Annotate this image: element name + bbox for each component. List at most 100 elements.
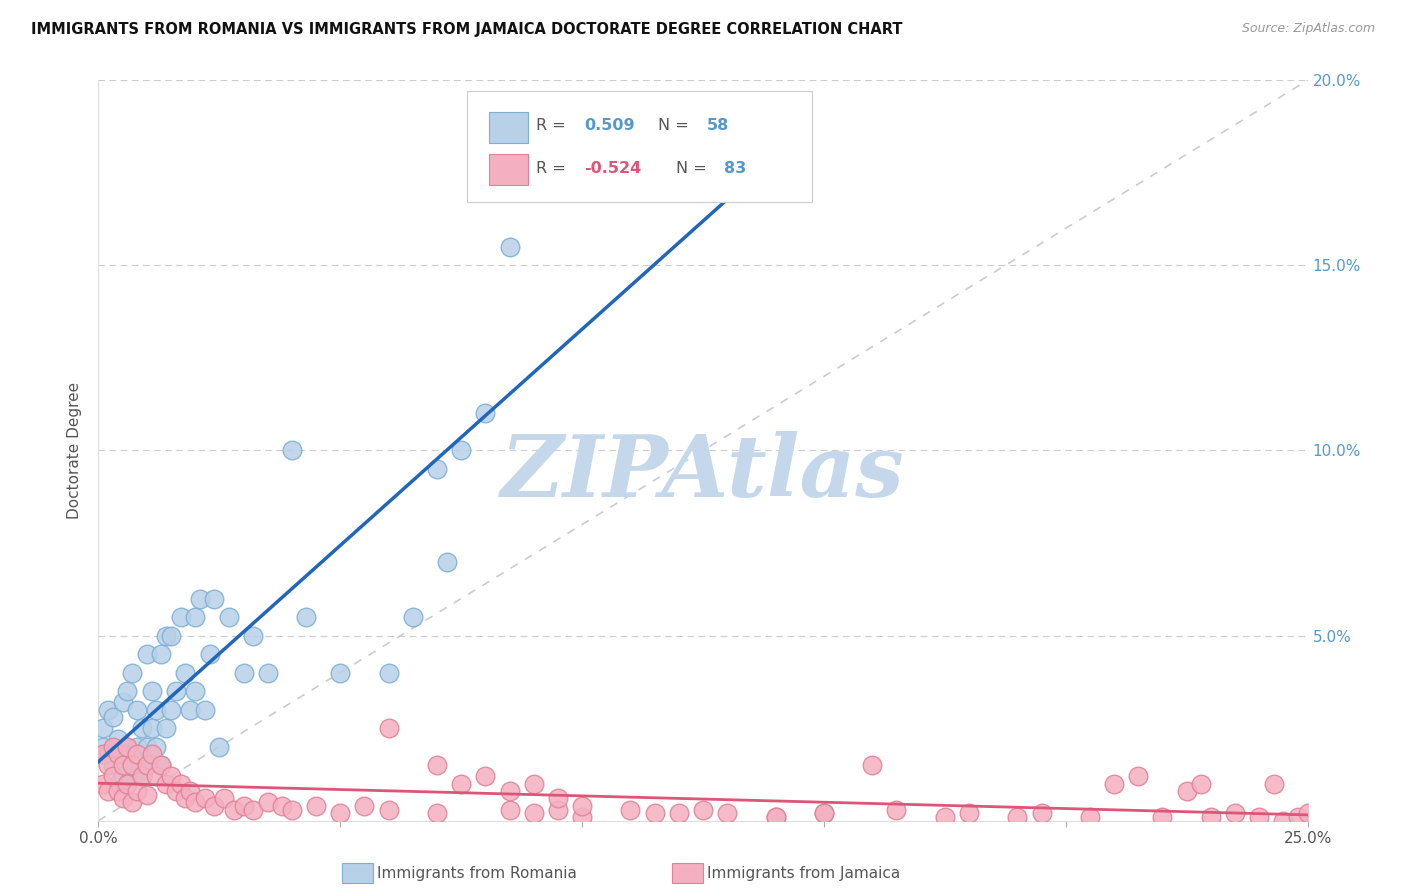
Point — [1199, 810, 1222, 824]
Point — [1102, 776, 1125, 791]
Point — [204, 591, 226, 606]
Point — [813, 806, 835, 821]
Point — [117, 739, 139, 754]
Point — [1078, 810, 1101, 824]
Point — [212, 791, 235, 805]
FancyBboxPatch shape — [467, 91, 811, 202]
Point — [127, 784, 149, 798]
Point — [547, 803, 569, 817]
Point — [160, 769, 183, 783]
Text: Immigrants from Jamaica: Immigrants from Jamaica — [707, 866, 900, 880]
Text: R =: R = — [536, 118, 571, 133]
Point — [204, 798, 226, 813]
Point — [668, 806, 690, 821]
Point — [169, 610, 191, 624]
Point — [194, 703, 217, 717]
Point — [160, 628, 183, 642]
Point — [474, 407, 496, 421]
Point — [450, 443, 472, 458]
Point — [498, 784, 520, 798]
Point — [155, 776, 177, 791]
Point — [127, 747, 149, 761]
Point — [117, 776, 139, 791]
Point — [121, 795, 143, 809]
Point — [169, 776, 191, 791]
Point — [188, 591, 211, 606]
Point — [571, 798, 593, 813]
Point — [426, 758, 449, 772]
Point — [402, 610, 425, 624]
Text: -0.524: -0.524 — [585, 161, 641, 176]
Point — [436, 554, 458, 569]
Point — [1128, 769, 1150, 783]
Point — [145, 739, 167, 754]
Point — [141, 721, 163, 735]
Point — [91, 776, 114, 791]
Point — [295, 610, 318, 624]
Point — [165, 784, 187, 798]
Point — [135, 788, 157, 802]
Point — [619, 803, 641, 817]
Point — [692, 803, 714, 817]
Point — [121, 758, 143, 772]
Point — [450, 776, 472, 791]
Point — [121, 665, 143, 680]
Text: Immigrants from Romania: Immigrants from Romania — [377, 866, 576, 880]
Point — [107, 747, 129, 761]
Point — [101, 710, 124, 724]
Point — [141, 684, 163, 698]
Point — [1249, 810, 1271, 824]
Point — [111, 747, 134, 761]
Point — [547, 791, 569, 805]
Point — [91, 721, 114, 735]
FancyBboxPatch shape — [489, 112, 527, 144]
Point — [716, 806, 738, 821]
Text: IMMIGRANTS FROM ROMANIA VS IMMIGRANTS FROM JAMAICA DOCTORATE DEGREE CORRELATION : IMMIGRANTS FROM ROMANIA VS IMMIGRANTS FR… — [31, 22, 903, 37]
Point — [329, 665, 352, 680]
Point — [934, 810, 956, 824]
Point — [281, 803, 304, 817]
Point — [271, 798, 294, 813]
Point — [957, 806, 980, 821]
Point — [1175, 784, 1198, 798]
Point — [377, 721, 399, 735]
Text: R =: R = — [536, 161, 571, 176]
Text: 83: 83 — [724, 161, 745, 176]
Point — [174, 791, 197, 805]
Point — [1007, 810, 1029, 824]
Point — [232, 665, 254, 680]
Point — [184, 795, 207, 809]
Point — [97, 758, 120, 772]
Point — [184, 610, 207, 624]
Point — [101, 739, 124, 754]
Point — [353, 798, 375, 813]
Point — [141, 747, 163, 761]
Y-axis label: Doctorate Degree: Doctorate Degree — [67, 382, 83, 519]
Point — [117, 739, 139, 754]
Point — [155, 628, 177, 642]
Point — [860, 758, 883, 772]
Point — [150, 758, 173, 772]
Text: N =: N = — [676, 161, 713, 176]
Point — [377, 803, 399, 817]
Point — [97, 703, 120, 717]
Point — [474, 769, 496, 783]
Point — [179, 703, 201, 717]
Point — [91, 739, 114, 754]
Text: ZIPAtlas: ZIPAtlas — [501, 431, 905, 515]
Point — [377, 665, 399, 680]
Point — [174, 665, 197, 680]
Point — [179, 784, 201, 798]
Point — [131, 769, 153, 783]
Point — [131, 721, 153, 735]
Point — [155, 721, 177, 735]
Point — [523, 147, 546, 161]
Point — [242, 628, 264, 642]
Point — [498, 803, 520, 817]
Point — [150, 758, 173, 772]
Point — [242, 803, 264, 817]
Point — [107, 784, 129, 798]
Point — [107, 776, 129, 791]
Point — [218, 610, 240, 624]
Point — [127, 739, 149, 754]
